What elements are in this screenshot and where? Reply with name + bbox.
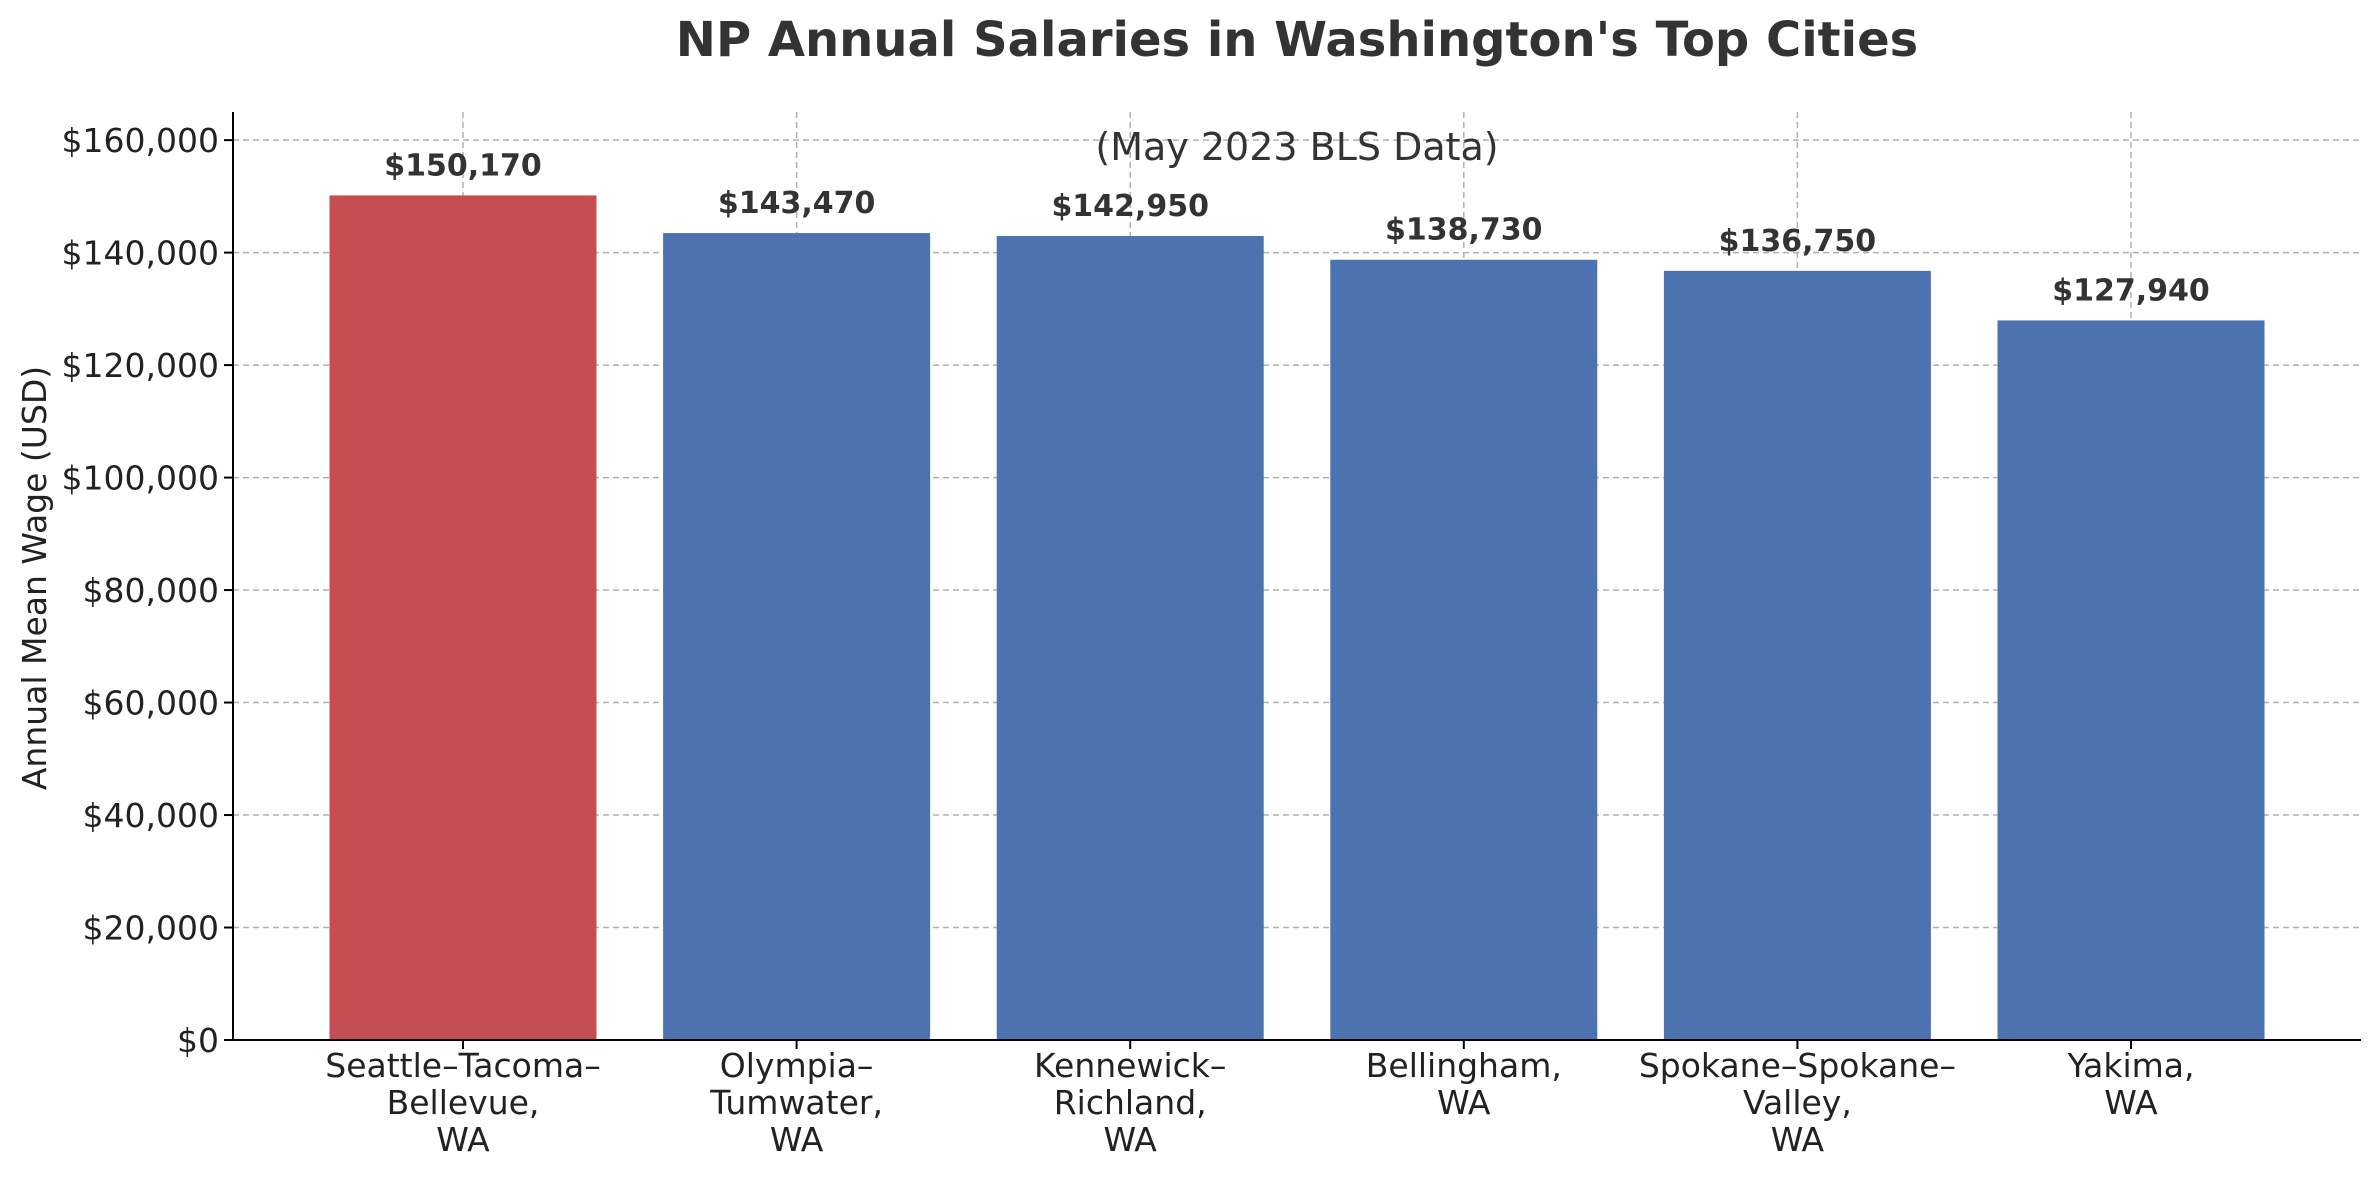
- bars-layer: [329, 195, 2265, 1041]
- x-tick-label: Kennewick– Richland, WA: [1034, 1046, 1226, 1159]
- bar: [663, 233, 931, 1040]
- bar: [996, 236, 1264, 1041]
- bar: [1330, 259, 1598, 1040]
- bar-value-label: $138,730: [1385, 213, 1543, 248]
- y-tick-label: $40,000: [83, 796, 219, 835]
- bar-value-label: $136,750: [1719, 224, 1877, 259]
- y-tick-label: $100,000: [62, 459, 219, 498]
- y-axis-label: Annual Mean Wage (USD): [15, 366, 54, 790]
- x-tick-label: Yakima, WA: [2067, 1046, 2195, 1122]
- chart-subtitle: (May 2023 BLS Data): [1095, 125, 1498, 169]
- bar: [1997, 320, 2265, 1040]
- bar-value-label: $142,950: [1051, 189, 1209, 224]
- labels-layer: $0 $20,000 $40,000 $60,000 $80,000 $100,000 $1…: [62, 121, 2210, 1159]
- bar-value-label: $150,170: [384, 148, 542, 183]
- bar-value-label: $143,470: [718, 186, 876, 221]
- y-tick-label: $60,000: [83, 684, 219, 723]
- y-tick-label: $20,000: [83, 909, 219, 948]
- y-tick-label: $120,000: [62, 346, 219, 385]
- bar: [1663, 270, 1931, 1040]
- x-tick-label: Olympia– Tumwater, WA: [709, 1046, 883, 1159]
- y-tick-label: $80,000: [83, 571, 219, 610]
- x-tick-label: Bellingham, WA: [1366, 1046, 1562, 1122]
- bar-value-label: $127,940: [2052, 273, 2210, 308]
- bar: [329, 195, 597, 1040]
- y-tick-label: $140,000: [62, 234, 219, 273]
- x-tick-label: Seattle–Tacoma– Bellevue, WA: [325, 1046, 600, 1159]
- y-tick-label: $0: [177, 1021, 219, 1060]
- x-tick-label: Spokane–Spokane– Valley, WA: [1639, 1046, 1956, 1159]
- y-tick-label: $160,000: [62, 121, 219, 160]
- axes-layer: [224, 112, 2361, 1049]
- chart-title: NP Annual Salaries in Washington's Top C…: [676, 12, 1918, 68]
